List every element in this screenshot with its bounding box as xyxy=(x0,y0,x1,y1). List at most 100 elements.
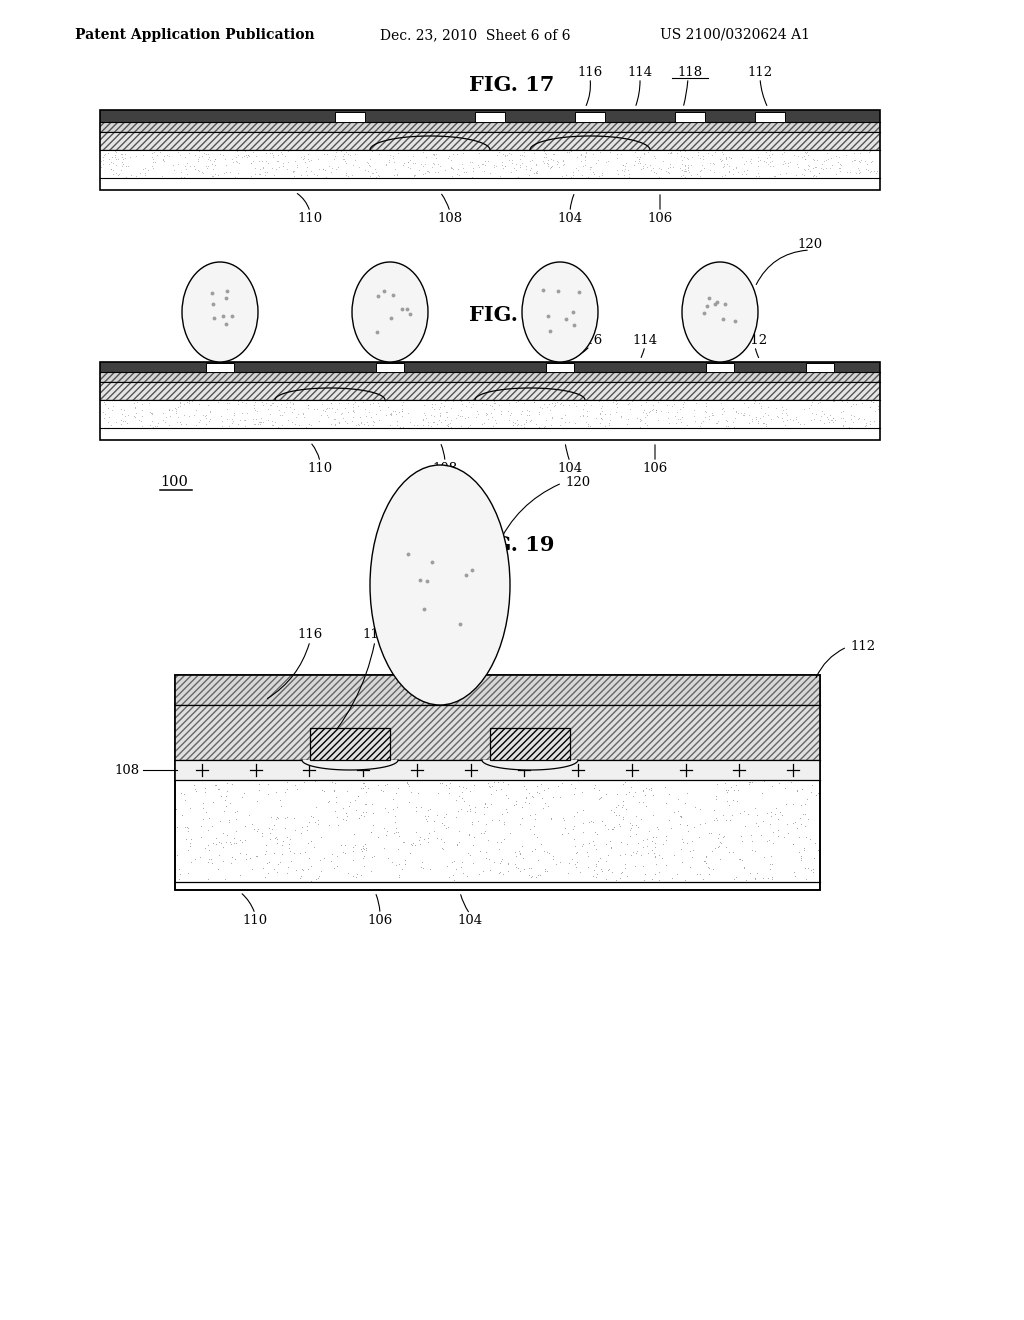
Point xyxy=(245,141,261,162)
Text: 116: 116 xyxy=(578,334,603,346)
Point xyxy=(620,408,636,429)
Point xyxy=(743,830,760,851)
Point xyxy=(279,826,295,847)
Point xyxy=(613,796,630,817)
Point xyxy=(442,150,459,172)
Point xyxy=(294,858,310,879)
Point xyxy=(437,411,454,432)
Point xyxy=(679,414,695,436)
Point xyxy=(204,165,220,186)
Point xyxy=(251,150,267,172)
Point xyxy=(210,392,226,413)
Point xyxy=(513,796,529,817)
Point xyxy=(257,143,273,164)
Point xyxy=(291,842,307,863)
Point xyxy=(309,813,326,834)
Point xyxy=(792,413,808,434)
Point xyxy=(863,160,880,181)
Point xyxy=(344,840,360,861)
Point xyxy=(144,403,161,424)
Point xyxy=(137,162,154,183)
Point xyxy=(100,407,117,428)
Point xyxy=(303,150,319,172)
Point xyxy=(841,416,857,437)
Point xyxy=(636,143,652,164)
Point xyxy=(561,411,578,432)
Point xyxy=(454,391,470,412)
Point xyxy=(301,150,317,172)
Point xyxy=(167,397,183,418)
Point xyxy=(525,162,542,183)
Point xyxy=(497,156,513,177)
Point xyxy=(394,400,411,421)
Point xyxy=(111,164,127,185)
Point xyxy=(715,805,731,826)
Point xyxy=(103,414,120,436)
Point xyxy=(725,164,741,185)
Point xyxy=(280,141,296,162)
Point xyxy=(577,145,593,166)
Point xyxy=(695,869,712,890)
Point xyxy=(388,796,404,817)
Point xyxy=(335,145,351,166)
Point xyxy=(240,144,256,165)
Point xyxy=(676,141,692,162)
Point xyxy=(248,408,264,429)
Point xyxy=(350,785,367,807)
Point xyxy=(765,821,781,842)
Point xyxy=(500,853,516,874)
Point xyxy=(359,161,376,182)
Point xyxy=(339,805,355,826)
Point xyxy=(627,855,643,876)
Point xyxy=(425,411,441,432)
Point xyxy=(346,401,362,422)
Point xyxy=(155,149,171,170)
Point xyxy=(458,161,474,182)
Point xyxy=(703,404,720,425)
Point xyxy=(428,144,444,165)
Point xyxy=(407,834,423,855)
Point xyxy=(749,813,765,834)
Point xyxy=(100,412,117,433)
Point xyxy=(449,143,465,164)
Point xyxy=(122,147,138,168)
Point xyxy=(104,153,121,174)
Point xyxy=(201,849,217,870)
Point xyxy=(440,783,457,804)
Point xyxy=(551,156,567,177)
Point xyxy=(782,152,799,173)
Point xyxy=(556,809,572,830)
Point xyxy=(566,816,583,837)
Bar xyxy=(100,372,880,381)
Point xyxy=(305,807,322,828)
Point xyxy=(812,392,828,413)
Point xyxy=(858,412,874,433)
Bar xyxy=(175,760,820,780)
Point xyxy=(207,164,223,185)
Point xyxy=(592,787,608,808)
Point xyxy=(515,392,531,413)
Point xyxy=(406,832,422,853)
Text: 100: 100 xyxy=(160,475,187,488)
Point xyxy=(630,833,646,854)
Point xyxy=(180,405,197,426)
Point xyxy=(697,401,714,422)
Point xyxy=(724,158,740,180)
Point xyxy=(157,411,173,432)
Point xyxy=(206,150,222,172)
Point xyxy=(447,858,464,879)
Point xyxy=(444,158,461,180)
Point xyxy=(821,405,838,426)
Point xyxy=(542,158,558,180)
Point xyxy=(446,869,463,890)
Point xyxy=(508,409,524,430)
Point xyxy=(270,416,287,437)
Point xyxy=(818,149,835,170)
Point xyxy=(631,150,647,172)
Point xyxy=(759,830,775,851)
Point xyxy=(257,392,273,413)
Point xyxy=(156,150,172,172)
Point xyxy=(273,141,290,162)
Point xyxy=(385,400,401,421)
Point xyxy=(126,407,142,428)
